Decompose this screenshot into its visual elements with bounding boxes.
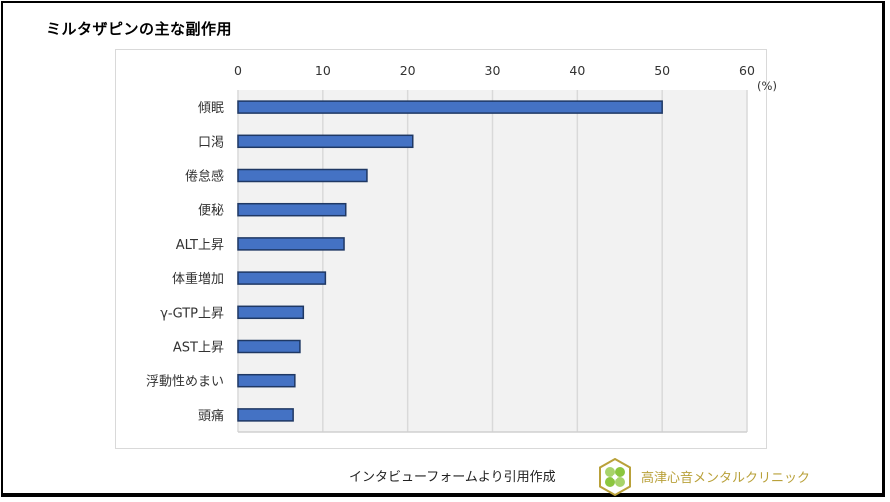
bar xyxy=(237,339,301,354)
source-note: インタビューフォームより引用作成 xyxy=(349,470,556,485)
category-label: 便秘 xyxy=(198,204,224,219)
category-label: 傾眠 xyxy=(198,101,224,116)
x-tick-label: 50 xyxy=(654,63,670,78)
bar xyxy=(237,100,663,114)
x-tick-label: 20 xyxy=(400,63,416,78)
category-label: 口渇 xyxy=(198,134,224,150)
category-label: 浮動性めまい xyxy=(146,375,224,390)
bar xyxy=(237,202,347,217)
x-tick-label: 30 xyxy=(485,63,501,78)
x-tick-label: 40 xyxy=(569,63,585,78)
category-label: ALT上昇 xyxy=(176,238,224,253)
bar xyxy=(237,237,345,251)
chart-title: ミルタザピンの主な副作用 xyxy=(46,20,233,38)
category-label: 倦怠感 xyxy=(185,169,224,185)
unit-label: (%) xyxy=(757,79,777,93)
category-label: 頭痛 xyxy=(198,408,224,424)
bar xyxy=(237,134,414,149)
bar xyxy=(237,305,305,320)
x-tick-label: 60 xyxy=(739,63,755,78)
category-label: γ-GTP上昇 xyxy=(160,306,224,321)
bar xyxy=(237,408,294,422)
bar xyxy=(237,168,368,183)
clinic-name: 高津心音メンタルクリニック xyxy=(641,471,811,486)
bar xyxy=(237,373,296,388)
x-tick-label: 10 xyxy=(315,63,331,78)
x-tick-label: 0 xyxy=(234,63,242,78)
category-label: 体重増加 xyxy=(172,271,224,287)
bar xyxy=(237,271,327,285)
category-label: AST上昇 xyxy=(173,341,224,356)
clover-hexagon-logo-icon xyxy=(599,458,631,496)
